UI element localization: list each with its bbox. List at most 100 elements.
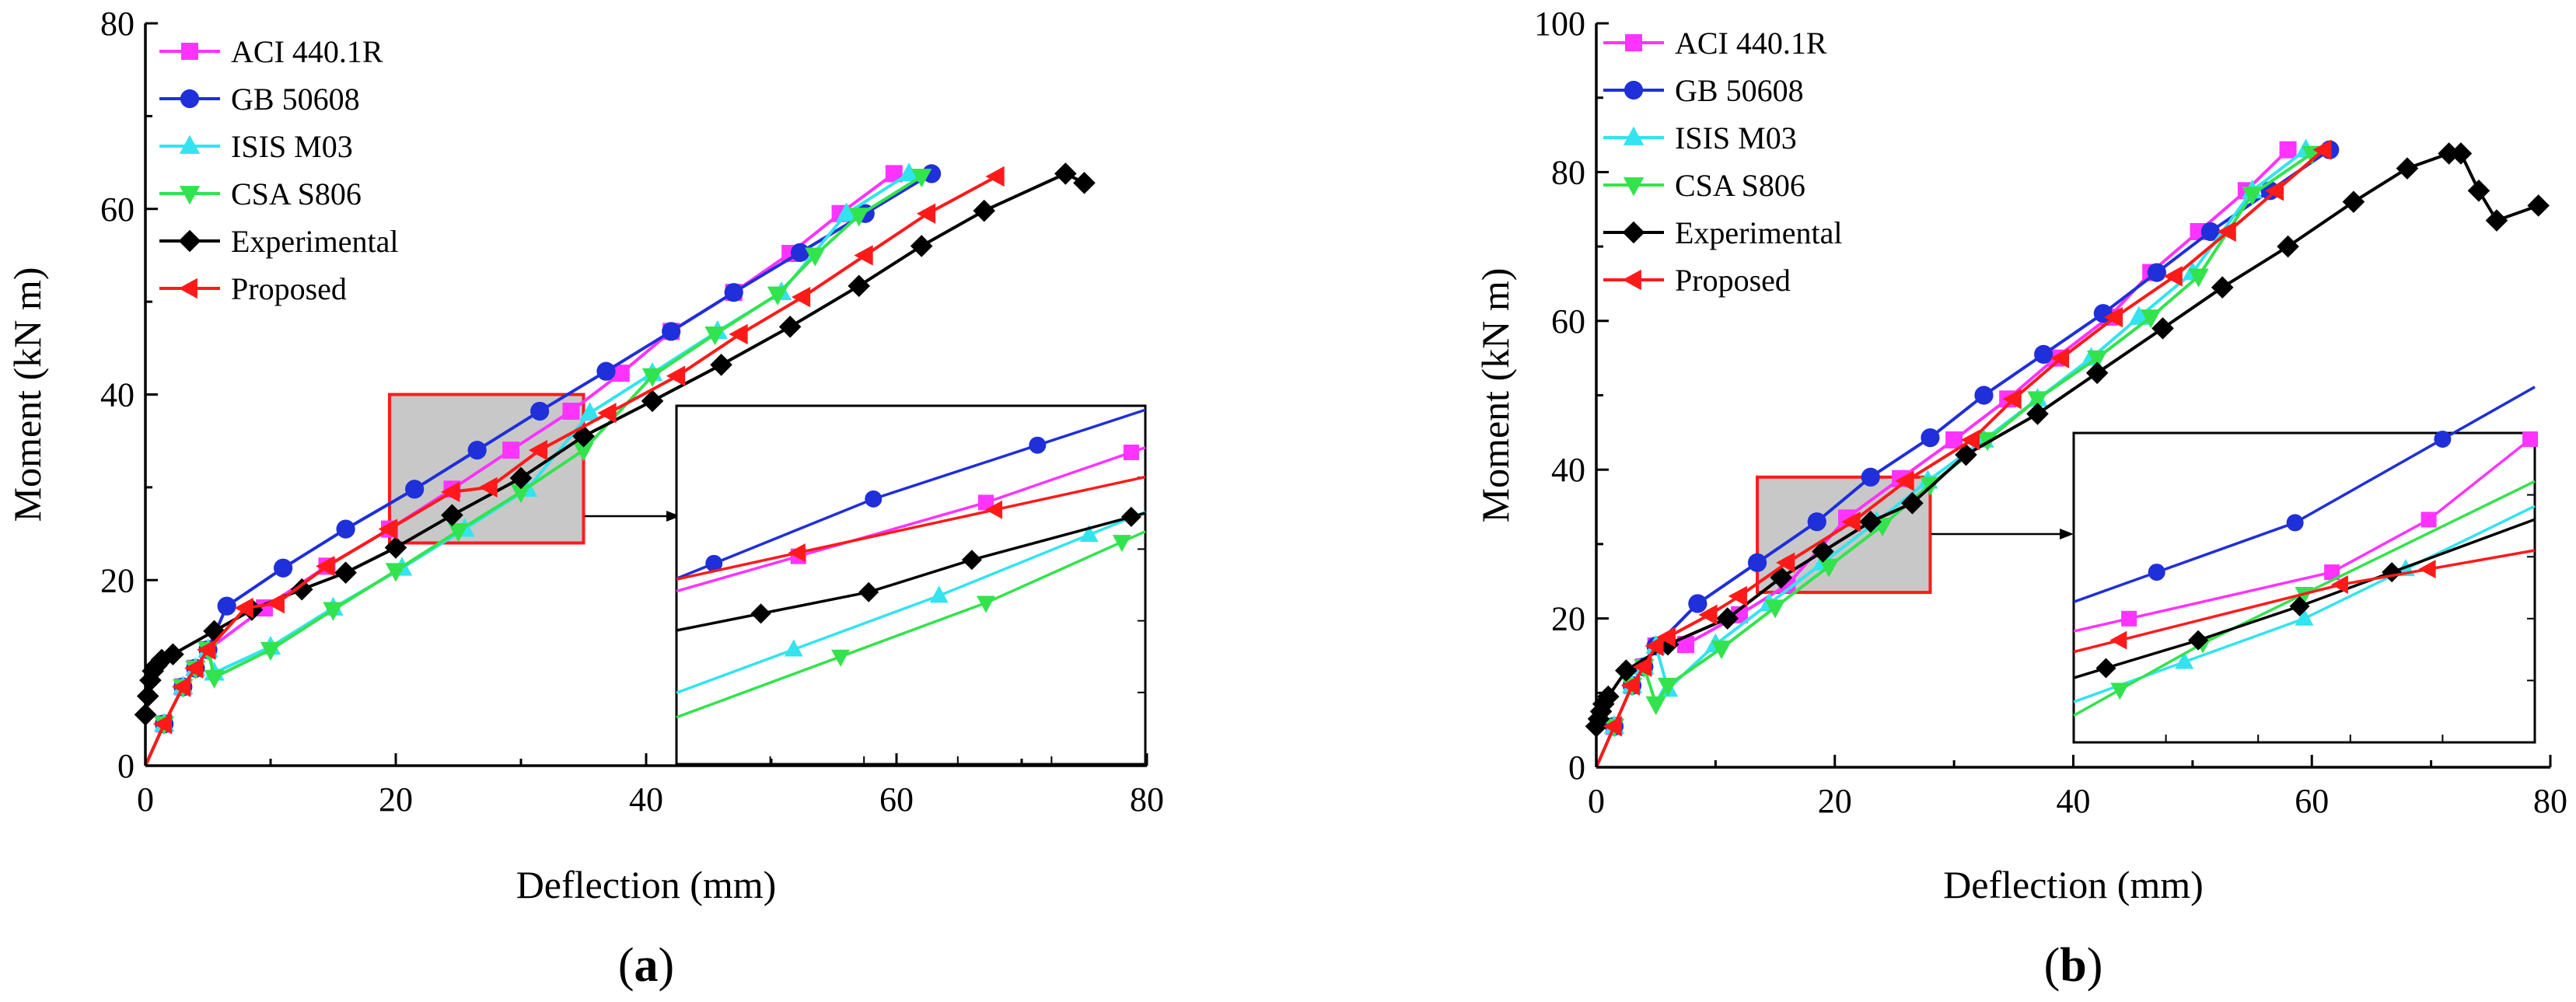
y-tick-label: 40: [1551, 451, 1585, 489]
data-point-experimental: [441, 504, 463, 526]
panel-label-open: (: [2044, 939, 2060, 992]
x-tick-label: 80: [2533, 782, 2567, 820]
legend-marker-gb-50608: [1624, 80, 1644, 100]
data-point-experimental: [2151, 317, 2174, 340]
chart-panel-b: 0 20 40 60 80 0 20 40 60 80 100 Deflection (mm) Mome…: [1473, 5, 2567, 992]
inset-point-gb-50608: [865, 490, 883, 508]
inset-point-experimental: [2095, 658, 2116, 679]
inset-point-proposed: [788, 543, 806, 563]
data-point-csa-s806: [260, 641, 281, 662]
data-point-proposed: [2217, 221, 2236, 243]
inset-point-proposed: [2418, 560, 2436, 579]
legend-marker-isis-m03: [1623, 126, 1645, 145]
data-point-experimental: [1597, 685, 1620, 708]
data-point-proposed: [1728, 585, 1747, 607]
inset-point-gb-50608: [2286, 514, 2304, 532]
panel-label: (b): [2044, 939, 2103, 992]
data-point-proposed: [729, 323, 748, 345]
data-point-proposed: [916, 203, 936, 224]
legend-label-experimental: Experimental: [231, 224, 398, 259]
legend-label-aci-440-1r: ACI 440.1R: [1675, 26, 1827, 61]
data-point-proposed: [378, 518, 397, 539]
data-point-proposed: [597, 403, 617, 424]
data-point-gb-50608: [1921, 428, 1940, 448]
panel-label-close: ): [2087, 939, 2103, 992]
data-point-gb-50608: [596, 361, 616, 381]
inset-point-csa-s806: [976, 595, 995, 613]
data-point-experimental: [1054, 162, 1077, 185]
data-point-experimental: [710, 354, 732, 376]
y-axis-title: Moment (kN m): [5, 267, 49, 522]
y-tick-label: 20: [1551, 600, 1585, 638]
data-point-experimental: [334, 561, 357, 584]
data-point-csa-s806: [641, 368, 663, 387]
data-point-proposed: [1960, 429, 1980, 451]
data-point-proposed: [1603, 716, 1622, 737]
data-point-experimental: [2085, 361, 2109, 385]
data-point-proposed: [184, 658, 204, 679]
data-point-gb-50608: [1747, 553, 1767, 572]
data-point-csa-s806: [2086, 350, 2108, 369]
data-point-csa-s806: [805, 247, 826, 267]
legend-marker-isis-m03: [179, 134, 201, 154]
data-point-proposed: [666, 365, 686, 386]
data-point-aci-440-1r: [1945, 431, 1963, 449]
data-point-proposed: [172, 676, 191, 697]
data-point-gb-50608: [662, 322, 681, 341]
data-point-csa-s806: [323, 602, 344, 621]
x-axis-title: Deflection (mm): [516, 863, 777, 906]
data-point-experimental: [1592, 693, 1615, 715]
data-point-csa-s806: [2242, 187, 2263, 206]
inset-point-aci-440-1r: [2522, 431, 2539, 447]
legend-label-csa-s806: CSA S806: [1675, 168, 1805, 203]
data-point-experimental: [2396, 157, 2419, 180]
data-point-csa-s806: [2188, 268, 2209, 288]
inset-point-aci-440-1r: [2324, 564, 2340, 581]
data-point-experimental: [2277, 235, 2299, 258]
data-point-gb-50608: [2200, 222, 2220, 242]
data-point-gb-50608: [405, 480, 425, 499]
data-point-proposed: [1698, 604, 1718, 626]
inset-point-csa-s806: [831, 649, 851, 667]
data-point-experimental: [162, 643, 184, 666]
data-point-proposed: [1656, 627, 1676, 648]
data-point-proposed: [854, 245, 873, 266]
legend-marker-csa-s806: [1623, 177, 1645, 197]
inset-point-isis-m03: [784, 639, 803, 657]
data-point-csa-s806: [573, 442, 594, 462]
data-point-experimental: [1770, 566, 1793, 589]
x-tick-label: 20: [1818, 782, 1852, 820]
legend-marker-aci-440-1r: [181, 43, 198, 60]
inset-point-gb-50608: [2434, 430, 2452, 448]
data-point-gb-50608: [217, 596, 236, 616]
zoom-arrowhead: [2060, 529, 2074, 539]
data-point-gb-50608: [530, 401, 550, 421]
legend-label-proposed: Proposed: [1675, 263, 1791, 298]
data-point-proposed: [265, 592, 285, 614]
data-point-gb-50608: [724, 283, 743, 302]
data-point-experimental: [2211, 276, 2234, 299]
data-point-experimental: [2527, 194, 2550, 217]
data-point-experimental: [2342, 190, 2365, 213]
data-point-proposed: [2103, 306, 2123, 328]
data-point-csa-s806: [1764, 599, 1786, 619]
data-point-gb-50608: [790, 243, 810, 262]
y-tick-label: 0: [117, 747, 135, 785]
data-point-experimental: [2485, 209, 2508, 232]
data-point-gb-50608: [274, 558, 293, 578]
data-point-gb-50608: [2147, 263, 2166, 282]
inset-frame: [675, 404, 1147, 766]
data-point-proposed: [2163, 266, 2183, 287]
x-axis-title: Deflection (mm): [1943, 863, 2204, 906]
legend-marker-experimental: [1622, 221, 1645, 244]
data-point-proposed: [1645, 635, 1664, 657]
data-point-experimental: [1812, 540, 1834, 563]
data-point-proposed: [528, 439, 548, 461]
inset-point-experimental: [750, 603, 771, 624]
chart-panel-a: 0 20 40 60 80 0 20 40 60 80 Deflection (mm) Moment …: [5, 5, 1164, 992]
data-point-experimental: [509, 466, 533, 490]
data-point-csa-s806: [1657, 677, 1679, 697]
inset-point-aci-440-1r: [1123, 444, 1139, 460]
data-point-proposed: [2312, 139, 2332, 160]
